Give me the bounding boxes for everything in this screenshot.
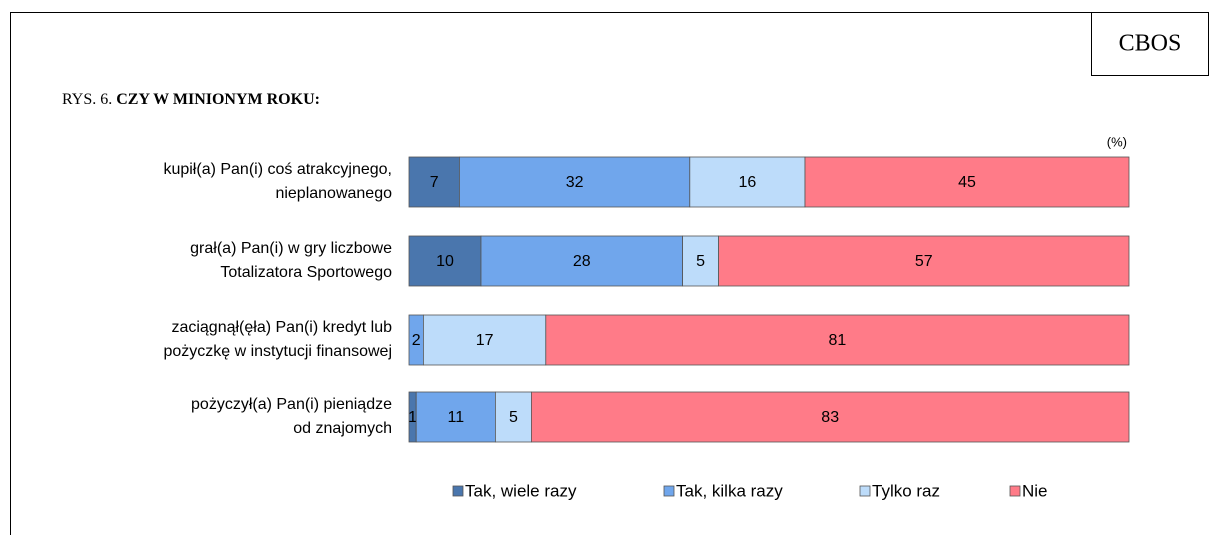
bar-segment bbox=[689, 156, 806, 208]
title: RYS. 6. CZY W MINIONYM ROKU: bbox=[62, 91, 320, 108]
bar-segment bbox=[408, 156, 460, 208]
value-label: 45 bbox=[958, 174, 976, 191]
bar-segment bbox=[531, 391, 1130, 443]
value-label: 28 bbox=[573, 253, 591, 270]
legend-label: Tylko raz bbox=[872, 481, 940, 500]
category-label: nieplanowanego bbox=[275, 185, 392, 202]
value-label: 10 bbox=[436, 253, 454, 270]
value-label: 32 bbox=[566, 174, 584, 191]
bar-segment bbox=[408, 235, 482, 287]
value-label: 5 bbox=[696, 253, 705, 270]
bar-segment bbox=[494, 391, 532, 443]
value-label: 11 bbox=[447, 409, 464, 426]
value-label: 16 bbox=[739, 174, 757, 191]
value-label: 2 bbox=[412, 332, 421, 349]
bar-segment bbox=[422, 314, 547, 366]
category-label: zaciągnął(ęła) Pan(i) kredyt lub bbox=[171, 319, 392, 336]
category-label: kupił(a) Pan(i) coś atrakcyjnego, bbox=[163, 161, 392, 178]
source-box bbox=[1091, 12, 1209, 76]
bar-segment bbox=[682, 235, 719, 287]
category-label: pożyczkę w instytucji finansowej bbox=[163, 343, 392, 360]
bar-segment bbox=[545, 314, 1130, 366]
value-label: 57 bbox=[915, 253, 933, 270]
legend-swatch bbox=[452, 485, 464, 497]
legend-swatch bbox=[663, 485, 675, 497]
value-label: 81 bbox=[829, 332, 847, 349]
legend-swatch bbox=[1009, 485, 1021, 497]
legend-label: Tak, kilka razy bbox=[676, 481, 783, 500]
category-label: pożyczył(a) Pan(i) pieniądze bbox=[191, 396, 392, 413]
bar-segment bbox=[415, 391, 496, 443]
value-label: 5 bbox=[509, 409, 518, 426]
category-label: Totalizatora Sportowego bbox=[220, 264, 392, 281]
source: CBOS bbox=[1119, 31, 1182, 57]
title-prefix: RYS. 6. bbox=[62, 91, 112, 108]
unit-label: (%) bbox=[1107, 134, 1127, 149]
legend-label: Tak, wiele razy bbox=[465, 481, 577, 500]
category-label: od znajomych bbox=[293, 420, 392, 437]
value-label: 1 bbox=[408, 409, 417, 426]
bar-segment bbox=[480, 235, 684, 287]
legend-swatch bbox=[859, 485, 871, 497]
bar-segment bbox=[458, 156, 691, 208]
value-label: 17 bbox=[476, 332, 494, 349]
value-label: 83 bbox=[821, 409, 839, 426]
category-label: grał(a) Pan(i) w gry liczbowe bbox=[190, 240, 392, 257]
bar-segment bbox=[804, 156, 1130, 208]
title-main: CZY W MINIONYM ROKU: bbox=[116, 91, 320, 108]
bar-segment bbox=[718, 235, 1130, 287]
value-label: 7 bbox=[430, 174, 439, 191]
legend-label: Nie bbox=[1022, 481, 1048, 500]
